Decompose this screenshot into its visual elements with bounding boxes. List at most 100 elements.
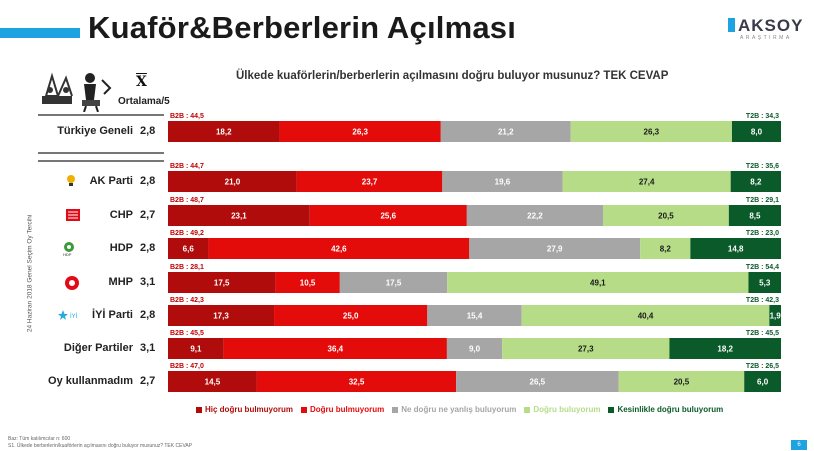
- bar-segment: [223, 338, 447, 359]
- hdp-logo-icon: HDP: [63, 242, 74, 257]
- bar-segment: [731, 121, 781, 142]
- akparti-bulb-icon: [67, 175, 75, 186]
- b2b-label: B2B : 48,7: [170, 197, 204, 204]
- bar-segment: [168, 305, 275, 326]
- row-average: 2,8: [140, 175, 156, 187]
- bar-segment: [256, 371, 457, 392]
- bar-segment: [469, 238, 641, 259]
- row-label: MHP: [108, 276, 133, 288]
- logo-subtitle: ARAŞTIRMA: [740, 35, 792, 41]
- data-label: 15,4: [467, 312, 483, 321]
- legend-label: Doğru bulmuyorum: [310, 405, 385, 414]
- mhp-logo-icon: [65, 276, 79, 290]
- row-label: Türkiye Geneli: [57, 125, 133, 137]
- t2b-label: T2B : 34,3: [746, 113, 779, 120]
- bar-segment: [168, 338, 224, 359]
- row-label: Oy kullanmadım: [48, 375, 133, 387]
- data-label: 40,4: [638, 312, 654, 321]
- bar-segment: [730, 171, 781, 192]
- bar-segment: [640, 238, 691, 259]
- bar-segment: [440, 121, 571, 142]
- data-label: 5,3: [759, 279, 771, 288]
- bar-segment: [427, 305, 522, 326]
- bar-segment: [570, 121, 732, 142]
- aksoy-logo: AKSOY ARAŞTIRMA: [728, 16, 802, 46]
- legend-item: Doğru bulmuyorum: [301, 405, 384, 414]
- bar-segment: [562, 171, 731, 192]
- bar-segment: [274, 305, 428, 326]
- average-header: Ortalama/5: [118, 96, 170, 107]
- data-label: 23,1: [231, 212, 247, 221]
- data-label: 8,2: [750, 178, 762, 187]
- bar-segment: [168, 205, 310, 226]
- data-label: 17,5: [214, 279, 230, 288]
- b2b-label: B2B : 44,5: [170, 113, 204, 120]
- bar-segment: [168, 121, 280, 142]
- data-label: 36,4: [328, 345, 344, 354]
- bar-segment: [168, 238, 209, 259]
- row-label: İYİ Parti: [92, 309, 133, 321]
- data-label: 6,6: [183, 245, 195, 254]
- data-label: 49,1: [590, 279, 606, 288]
- bar-segment: [309, 205, 467, 226]
- data-label: 21,0: [225, 178, 241, 187]
- bar-segment: [208, 238, 470, 259]
- bar-segment: [168, 171, 297, 192]
- row-average: 2,8: [140, 309, 156, 321]
- t2b-label: T2B : 26,5: [746, 363, 779, 370]
- legend-swatch: [524, 406, 531, 413]
- total-divider-2: [38, 160, 164, 162]
- data-label: 17,5: [386, 279, 402, 288]
- data-label: 18,2: [216, 128, 232, 137]
- bar-segment: [466, 205, 604, 226]
- data-label: 26,3: [352, 128, 368, 137]
- iyi-icon-text: İYİ: [70, 313, 78, 320]
- data-label: 19,6: [495, 178, 511, 187]
- row-average: 2,7: [140, 375, 156, 387]
- bar-segment: [339, 272, 448, 293]
- data-label: 9,0: [469, 345, 481, 354]
- logo-mark-icon: [728, 18, 735, 32]
- bar-segment: [769, 305, 781, 326]
- question-text: Ülkede kuaförlerin/berberlerin açılmasın…: [236, 70, 669, 82]
- data-label: 17,3: [213, 312, 229, 321]
- legend-label: Doğru buluyorum: [533, 405, 601, 414]
- chart-legend: Hiç doğru bulmuyorum Doğru bulmuyorum Ne d…: [196, 405, 731, 414]
- iyi-parti-logo-icon: İYİ: [58, 310, 78, 320]
- bar-segment: [502, 338, 670, 359]
- hdp-icon-text: HDP: [63, 252, 72, 257]
- data-label: 14,8: [728, 245, 744, 254]
- bar-segment: [296, 171, 443, 192]
- data-label: 6,0: [757, 378, 769, 387]
- data-label: 42,6: [331, 245, 347, 254]
- page-title: Kuaför&Berberlerin Açılması: [88, 10, 517, 45]
- data-label: 20,5: [658, 212, 674, 221]
- data-label: 25,6: [380, 212, 396, 221]
- data-label: 20,5: [674, 378, 690, 387]
- data-label: 14,5: [205, 378, 221, 387]
- t2b-label: T2B : 45,5: [746, 330, 779, 337]
- page-number: 6: [791, 440, 807, 450]
- legend-swatch: [392, 406, 399, 413]
- row-label: CHP: [109, 209, 133, 221]
- row-average: 3,1: [140, 342, 156, 354]
- bar-segment: [748, 272, 781, 293]
- bar-segment: [690, 238, 781, 259]
- legend-swatch: [608, 406, 615, 413]
- b2b-label: B2B : 47,0: [170, 363, 204, 370]
- bar-segment: [168, 272, 276, 293]
- b2b-label: B2B : 42,3: [170, 297, 204, 304]
- legend-label: Hiç doğru bulmuyorum: [205, 405, 293, 414]
- barber-tools-icon: [42, 72, 112, 113]
- data-label: 27,3: [578, 345, 594, 354]
- barber-icons: [38, 70, 118, 113]
- data-label: 10,5: [300, 279, 316, 288]
- data-label: 26,3: [644, 128, 660, 137]
- base-footnote: Baz: Tüm katılımcılar n: 600: [8, 436, 71, 442]
- data-label: 8,2: [660, 245, 672, 254]
- t2b-label: T2B : 54,4: [746, 264, 779, 271]
- legend-item: Ne doğru ne yanlış buluyorum: [392, 405, 516, 414]
- bar-segment: [442, 171, 563, 192]
- bar-segment: [603, 205, 729, 226]
- bar-segment: [669, 338, 781, 359]
